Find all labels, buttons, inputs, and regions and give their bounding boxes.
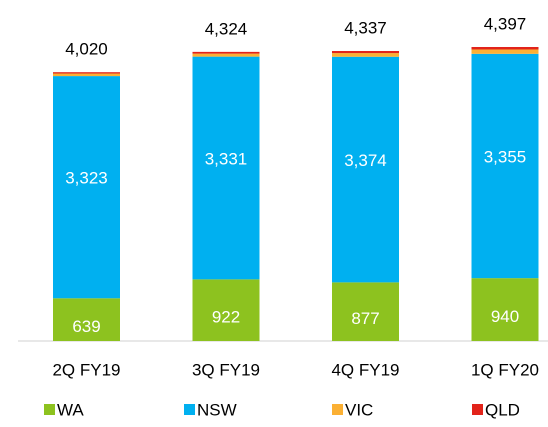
bar-segment	[471, 47, 539, 50]
legend-label: QLD	[485, 400, 520, 419]
total-label: 4,337	[344, 18, 387, 37]
total-label: 4,324	[205, 19, 248, 38]
bar-segment	[53, 73, 120, 77]
legend-label: NSW	[197, 400, 237, 419]
bar-segment	[471, 278, 539, 341]
legend-swatch	[332, 404, 343, 415]
data-label: 940	[491, 307, 519, 326]
legend-swatch	[44, 404, 55, 415]
bar-segment	[192, 51, 260, 54]
bar-segment	[332, 56, 399, 283]
legend-swatch	[184, 404, 195, 415]
bar-segment	[53, 72, 120, 74]
bar-segment	[192, 279, 260, 341]
bar-segment	[471, 49, 539, 54]
data-label: 3,374	[344, 151, 387, 170]
bar-segment	[192, 56, 260, 280]
bar-segment	[471, 53, 539, 279]
total-label: 4,020	[65, 40, 108, 59]
x-tick-label: 3Q FY19	[192, 360, 260, 379]
bar-segment	[192, 53, 260, 57]
bar-segment	[332, 282, 399, 341]
bar-segment	[332, 51, 399, 54]
bar-segment	[332, 53, 399, 57]
x-tick-label: 2Q FY19	[52, 360, 120, 379]
bar-segment	[53, 76, 120, 299]
data-label: 3,323	[65, 169, 108, 188]
data-label: 922	[212, 308, 240, 327]
data-label: 3,355	[484, 147, 527, 166]
bar-segment	[53, 298, 120, 341]
x-tick-label: 1Q FY20	[471, 360, 539, 379]
data-label: 3,331	[205, 149, 248, 168]
x-tick-label: 4Q FY19	[331, 360, 399, 379]
data-label: 877	[351, 309, 379, 328]
legend-label: WA	[57, 400, 84, 419]
legend-swatch	[472, 404, 483, 415]
data-label: 639	[72, 317, 100, 336]
total-label: 4,397	[484, 14, 527, 33]
legend-label: VIC	[345, 400, 373, 419]
